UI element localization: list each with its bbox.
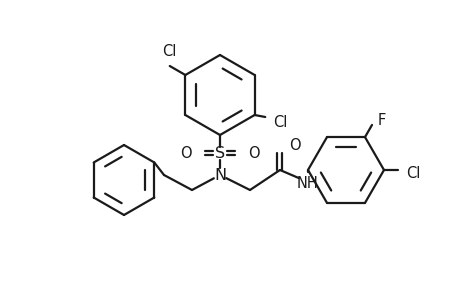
Text: N: N bbox=[213, 167, 225, 182]
Text: O: O bbox=[247, 146, 259, 160]
Text: Cl: Cl bbox=[405, 167, 420, 182]
Text: O: O bbox=[180, 146, 191, 160]
Text: NH: NH bbox=[297, 176, 318, 191]
Text: F: F bbox=[377, 113, 386, 128]
Text: Cl: Cl bbox=[273, 115, 287, 130]
Text: S: S bbox=[214, 146, 224, 160]
Text: Cl: Cl bbox=[162, 44, 177, 59]
Text: O: O bbox=[288, 139, 300, 154]
